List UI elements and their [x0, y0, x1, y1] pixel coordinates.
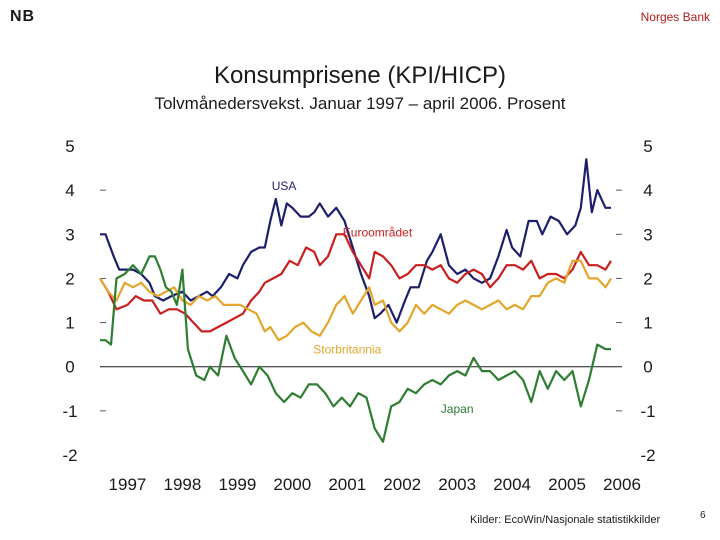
x-tick-label: 2000 — [273, 475, 311, 494]
chart-title: Konsumprisene (KPI/HICP) — [213, 62, 507, 89]
page-number: 6 — [700, 510, 706, 521]
series-label: USA — [272, 179, 297, 193]
y-tick-label-right: 5 — [643, 137, 652, 156]
y-tick-label-right: 1 — [643, 314, 652, 333]
y-tick-label-left: 4 — [65, 181, 74, 200]
x-tick-label: 1997 — [109, 475, 147, 494]
source-note: Kilder: EcoWin/Nasjonale statistikkilder — [470, 514, 661, 526]
norges-bank-logo: NB — [10, 8, 36, 25]
y-tick-label-left: 2 — [65, 269, 74, 288]
x-tick-label: 2002 — [383, 475, 421, 494]
y-tick-label-left: -1 — [62, 402, 77, 421]
series-line-1 — [100, 158, 611, 324]
chart-annotations: USA Euroområdet Storbritannia Japan — [272, 179, 474, 416]
y-tick-label-left: 0 — [65, 358, 74, 377]
series-line-2 — [99, 233, 612, 333]
x-tick-label: 2005 — [548, 475, 586, 494]
x-tick-label: 1999 — [218, 475, 256, 494]
y-tick-label-left: 1 — [65, 314, 74, 333]
y-tick-label-left: -2 — [62, 446, 77, 465]
series-label: Storbritannia — [313, 342, 381, 356]
y-tick-label-right: 3 — [643, 225, 652, 244]
y-tick-label-right: 0 — [643, 358, 652, 377]
y-tick-label-left: 5 — [65, 137, 74, 156]
chart-series — [99, 158, 612, 443]
series-line-3 — [99, 259, 612, 342]
x-tick-label: 2003 — [438, 475, 476, 494]
y-tick-label-right: -2 — [640, 446, 655, 465]
organization-name: Norges Bank — [640, 10, 710, 24]
series-label: Japan — [441, 402, 474, 416]
x-tick-label: 1998 — [164, 475, 202, 494]
chart-subtitle: Tolvmånedersvekst. Januar 1997 – april 2… — [154, 94, 566, 113]
series-label: Euroområdet — [343, 225, 413, 239]
x-tick-label: 2001 — [328, 475, 366, 494]
y-tick-label-right: -1 — [640, 402, 655, 421]
y-tick-label-left: 3 — [65, 225, 74, 244]
x-tick-label: 2006 — [603, 475, 641, 494]
y-tick-label-right: 4 — [643, 181, 652, 200]
y-tick-label-right: 2 — [643, 269, 652, 288]
series-line-4 — [100, 255, 611, 443]
x-tick-label: 2004 — [493, 475, 531, 494]
chart-axes: -2 -2 -1 -1 0 0 1 1 2 2 3 3 4 4 5 5 1997 1998 1999 2000 2001… — [62, 137, 655, 494]
